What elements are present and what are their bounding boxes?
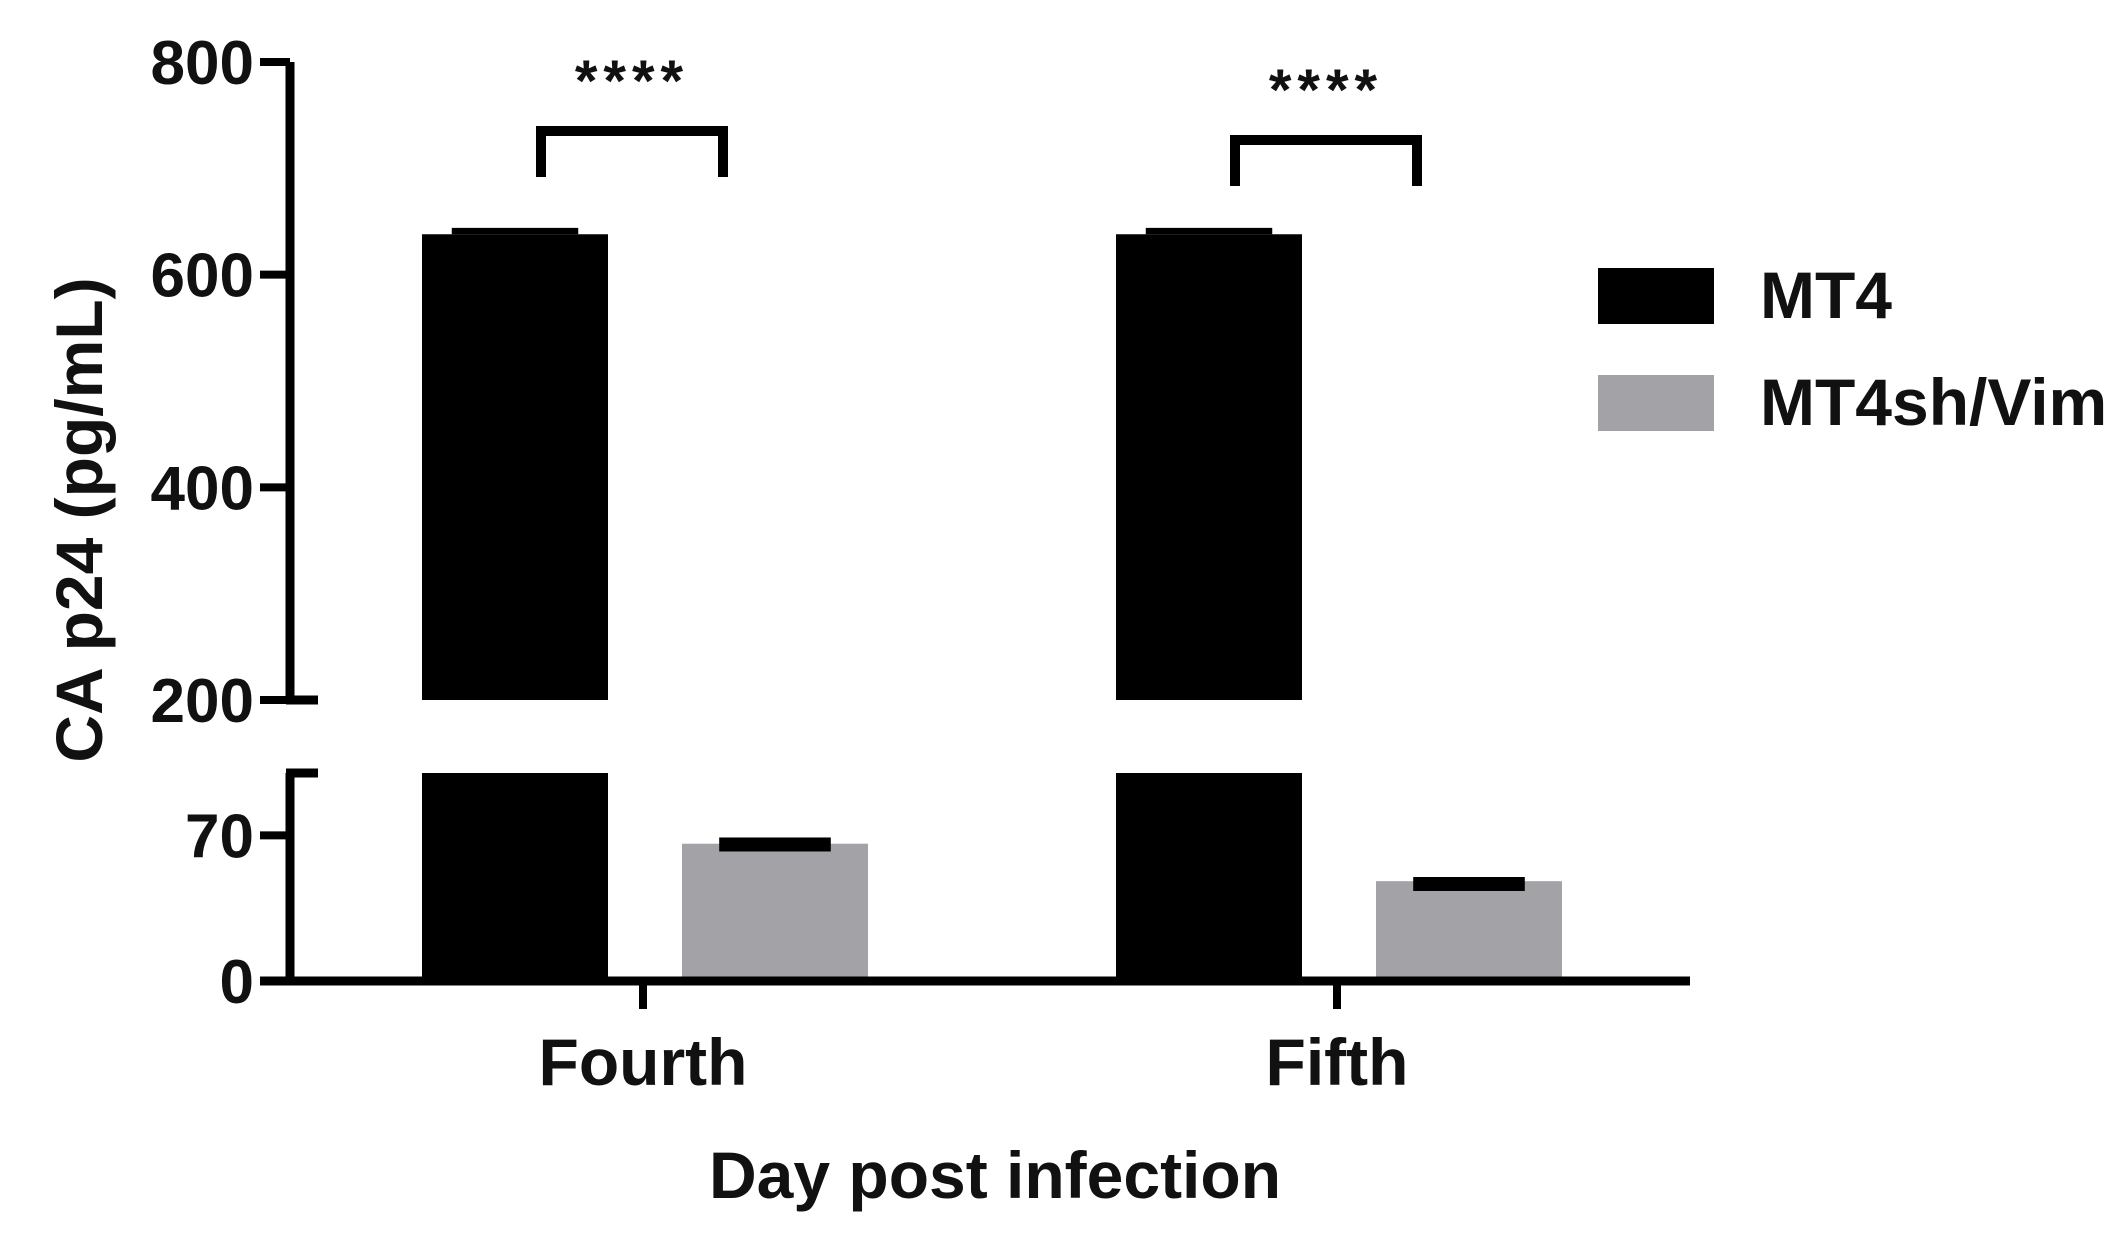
error-bar-mt4sh-vim-fourth — [719, 837, 831, 852]
y-tick-label-800: 800 — [151, 29, 254, 98]
legend-label-mt4sh-vim: MT4sh/Vim — [1760, 365, 2107, 439]
y-tick-label-600: 600 — [151, 242, 254, 311]
y-tick-label-400: 400 — [151, 454, 254, 523]
legend: MT4 MT4sh/Vim — [1598, 258, 2107, 439]
bar-mt4-fifth-lower — [1116, 773, 1302, 981]
y-tick-label-200: 200 — [151, 667, 254, 736]
significance-bracket-fourth — [536, 126, 728, 177]
legend-swatch-mt4sh-vim — [1598, 375, 1714, 431]
y-axis: 200 400 600 800 0 70 — [151, 29, 318, 1017]
significance-label-fourth: **** — [575, 49, 689, 114]
significance-layer: **** **** — [536, 49, 1422, 186]
legend-label-mt4: MT4 — [1760, 258, 1892, 332]
y-tick-label-70: 70 — [185, 802, 254, 871]
bar-mt4sh-vim-fifth — [1376, 881, 1562, 981]
x-tick-label-fourth: Fourth — [539, 1025, 748, 1099]
x-tick-label-fifth: Fifth — [1266, 1025, 1409, 1099]
x-axis: Fourth Fifth — [260, 976, 1690, 1099]
bar-mt4-fifth-upper — [1116, 234, 1302, 700]
significance-label-fifth: **** — [1269, 58, 1383, 123]
bars-layer — [422, 234, 1562, 981]
error-bars-layer — [451, 227, 1525, 891]
error-bar-mt4-fifth — [1145, 227, 1273, 235]
y-tick-label-0: 0 — [220, 948, 254, 1017]
error-bar-mt4sh-vim-fifth — [1413, 877, 1525, 891]
x-axis-title: Day post infection — [709, 1138, 1281, 1212]
error-bar-mt4-fourth — [451, 227, 579, 235]
bar-mt4-fourth-lower — [422, 773, 608, 981]
legend-swatch-mt4 — [1598, 268, 1714, 324]
bar-mt4-fourth-upper — [422, 234, 608, 700]
bar-mt4sh-vim-fourth — [682, 843, 868, 981]
significance-bracket-fifth — [1230, 135, 1422, 186]
y-axis-title: CA p24 (pg/mL) — [42, 277, 116, 762]
